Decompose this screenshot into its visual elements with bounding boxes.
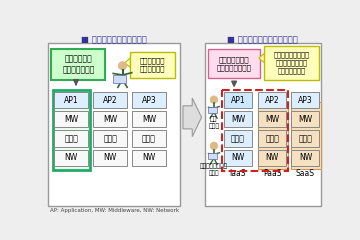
Text: MW: MW xyxy=(298,115,312,124)
Bar xyxy=(51,49,105,80)
Bar xyxy=(93,111,127,127)
Bar xyxy=(204,43,321,206)
Bar xyxy=(258,92,286,108)
Bar xyxy=(54,92,89,108)
Text: NW: NW xyxy=(142,153,156,162)
Bar xyxy=(292,92,319,108)
Bar xyxy=(224,150,252,166)
Circle shape xyxy=(119,62,126,70)
Bar xyxy=(264,46,319,80)
Text: AP2: AP2 xyxy=(103,96,117,105)
Text: MW: MW xyxy=(64,115,78,124)
Bar xyxy=(208,153,217,159)
Text: システム性能の
依存関係が複雑化: システム性能の 依存関係が複雑化 xyxy=(217,56,252,71)
Bar xyxy=(224,131,252,147)
Text: AP2: AP2 xyxy=(265,96,279,105)
Bar xyxy=(93,131,127,147)
Text: MW: MW xyxy=(103,115,117,124)
Text: AP3: AP3 xyxy=(298,96,313,105)
Bar xyxy=(132,111,166,127)
Bar xyxy=(132,150,166,166)
Bar xyxy=(132,92,166,108)
Text: 業務
管理者: 業務 管理者 xyxy=(208,117,220,129)
Bar xyxy=(258,111,286,127)
Text: サーバ: サーバ xyxy=(265,134,279,143)
Bar xyxy=(292,102,321,169)
Text: MW: MW xyxy=(142,115,156,124)
Bar xyxy=(258,150,286,166)
Bar xyxy=(130,52,175,78)
Text: NW: NW xyxy=(231,153,244,162)
Bar xyxy=(292,111,319,127)
Text: ■ 従来のサイロ型システム: ■ 従来のサイロ型システム xyxy=(81,35,147,44)
Bar xyxy=(292,150,319,166)
Polygon shape xyxy=(125,58,130,67)
Text: AP: Application, MW: Middleware, NW: Network: AP: Application, MW: Middleware, NW: Net… xyxy=(50,208,179,213)
Text: ■ クラウド基盤上のシステム: ■ クラウド基盤上のシステム xyxy=(228,35,298,44)
Text: AP1: AP1 xyxy=(231,96,245,105)
Text: NW: NW xyxy=(103,153,117,162)
Text: PaaS: PaaS xyxy=(263,169,281,178)
Circle shape xyxy=(211,96,217,103)
Polygon shape xyxy=(259,54,264,63)
Text: サーバ: サーバ xyxy=(103,134,117,143)
Text: システム毎の
管理者が対応: システム毎の 管理者が対応 xyxy=(140,58,166,72)
Text: NW: NW xyxy=(65,153,78,162)
Text: システム毎の
簡単の性能分析: システム毎の 簡単の性能分析 xyxy=(62,54,95,74)
Bar xyxy=(224,111,252,127)
Bar xyxy=(93,92,127,108)
Text: SaaS: SaaS xyxy=(296,169,315,178)
Bar xyxy=(53,90,90,170)
Text: IaaS: IaaS xyxy=(230,169,246,178)
Bar xyxy=(54,131,89,147)
Bar xyxy=(208,49,260,78)
Bar xyxy=(48,43,180,206)
Text: サーバ: サーバ xyxy=(231,134,245,143)
Bar xyxy=(292,131,319,147)
Text: サーバ: サーバ xyxy=(64,134,78,143)
Text: AP1: AP1 xyxy=(64,96,79,105)
Circle shape xyxy=(211,142,217,149)
Text: プラットフォーム
管理者: プラットフォーム 管理者 xyxy=(200,164,228,176)
Bar xyxy=(258,102,288,169)
Text: AP3: AP3 xyxy=(141,96,156,105)
Bar xyxy=(93,150,127,166)
Bar xyxy=(208,107,217,113)
Bar xyxy=(132,131,166,147)
Bar xyxy=(222,90,288,171)
Text: MW: MW xyxy=(231,115,245,124)
Bar xyxy=(54,111,89,127)
Text: サーバ: サーバ xyxy=(298,134,312,143)
Text: MW: MW xyxy=(265,115,279,124)
Bar xyxy=(113,75,126,83)
Text: NW: NW xyxy=(299,153,312,162)
Bar xyxy=(54,150,89,166)
Text: サーバ: サーバ xyxy=(142,134,156,143)
Text: プラットフォームの
管理者が分離し、
分析が困離に。: プラットフォームの 管理者が分離し、 分析が困離に。 xyxy=(274,52,310,74)
Bar xyxy=(258,131,286,147)
Polygon shape xyxy=(183,98,202,137)
Bar xyxy=(224,92,252,108)
Text: NW: NW xyxy=(265,153,279,162)
